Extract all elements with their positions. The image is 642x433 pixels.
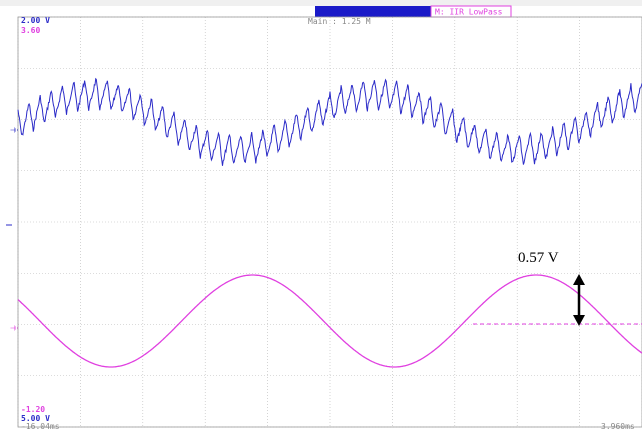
- channel1-waveform: [17, 77, 642, 166]
- ch1-ground-marker[interactable]: ⏚: [10, 126, 19, 134]
- amplitude-annotation-label: 0.57 V: [518, 250, 559, 266]
- header-strip: [0, 0, 642, 6]
- channel1-badge-text: C1 2.00 V/div: [330, 8, 393, 17]
- svg-text:⏚: ⏚: [10, 324, 19, 332]
- amplitude-arrow-head-up: [573, 274, 585, 285]
- math-scale-top: 3.60: [21, 26, 40, 35]
- channel1-scale-label: 2.00 V: [21, 16, 50, 25]
- math-scale-bottom: -1.20: [21, 405, 45, 414]
- math-badge-text: M: IIR LowPass: [435, 8, 503, 17]
- footer-scale-label: 5.00 V: [21, 414, 50, 423]
- graticule-border: [17, 16, 642, 428]
- math-ground-marker[interactable]: ⏚: [10, 324, 19, 332]
- time-start-label: -16.04ms: [21, 422, 60, 431]
- math-waveform: [17, 274, 642, 368]
- amplitude-arrow-head-down: [573, 315, 585, 326]
- timebase-label: Main : 1.25 M: [308, 17, 371, 26]
- time-end-label: 3.960ms: [601, 422, 635, 431]
- channel1-badge[interactable]: [315, 6, 431, 17]
- svg-text:⏚: ⏚: [10, 126, 19, 134]
